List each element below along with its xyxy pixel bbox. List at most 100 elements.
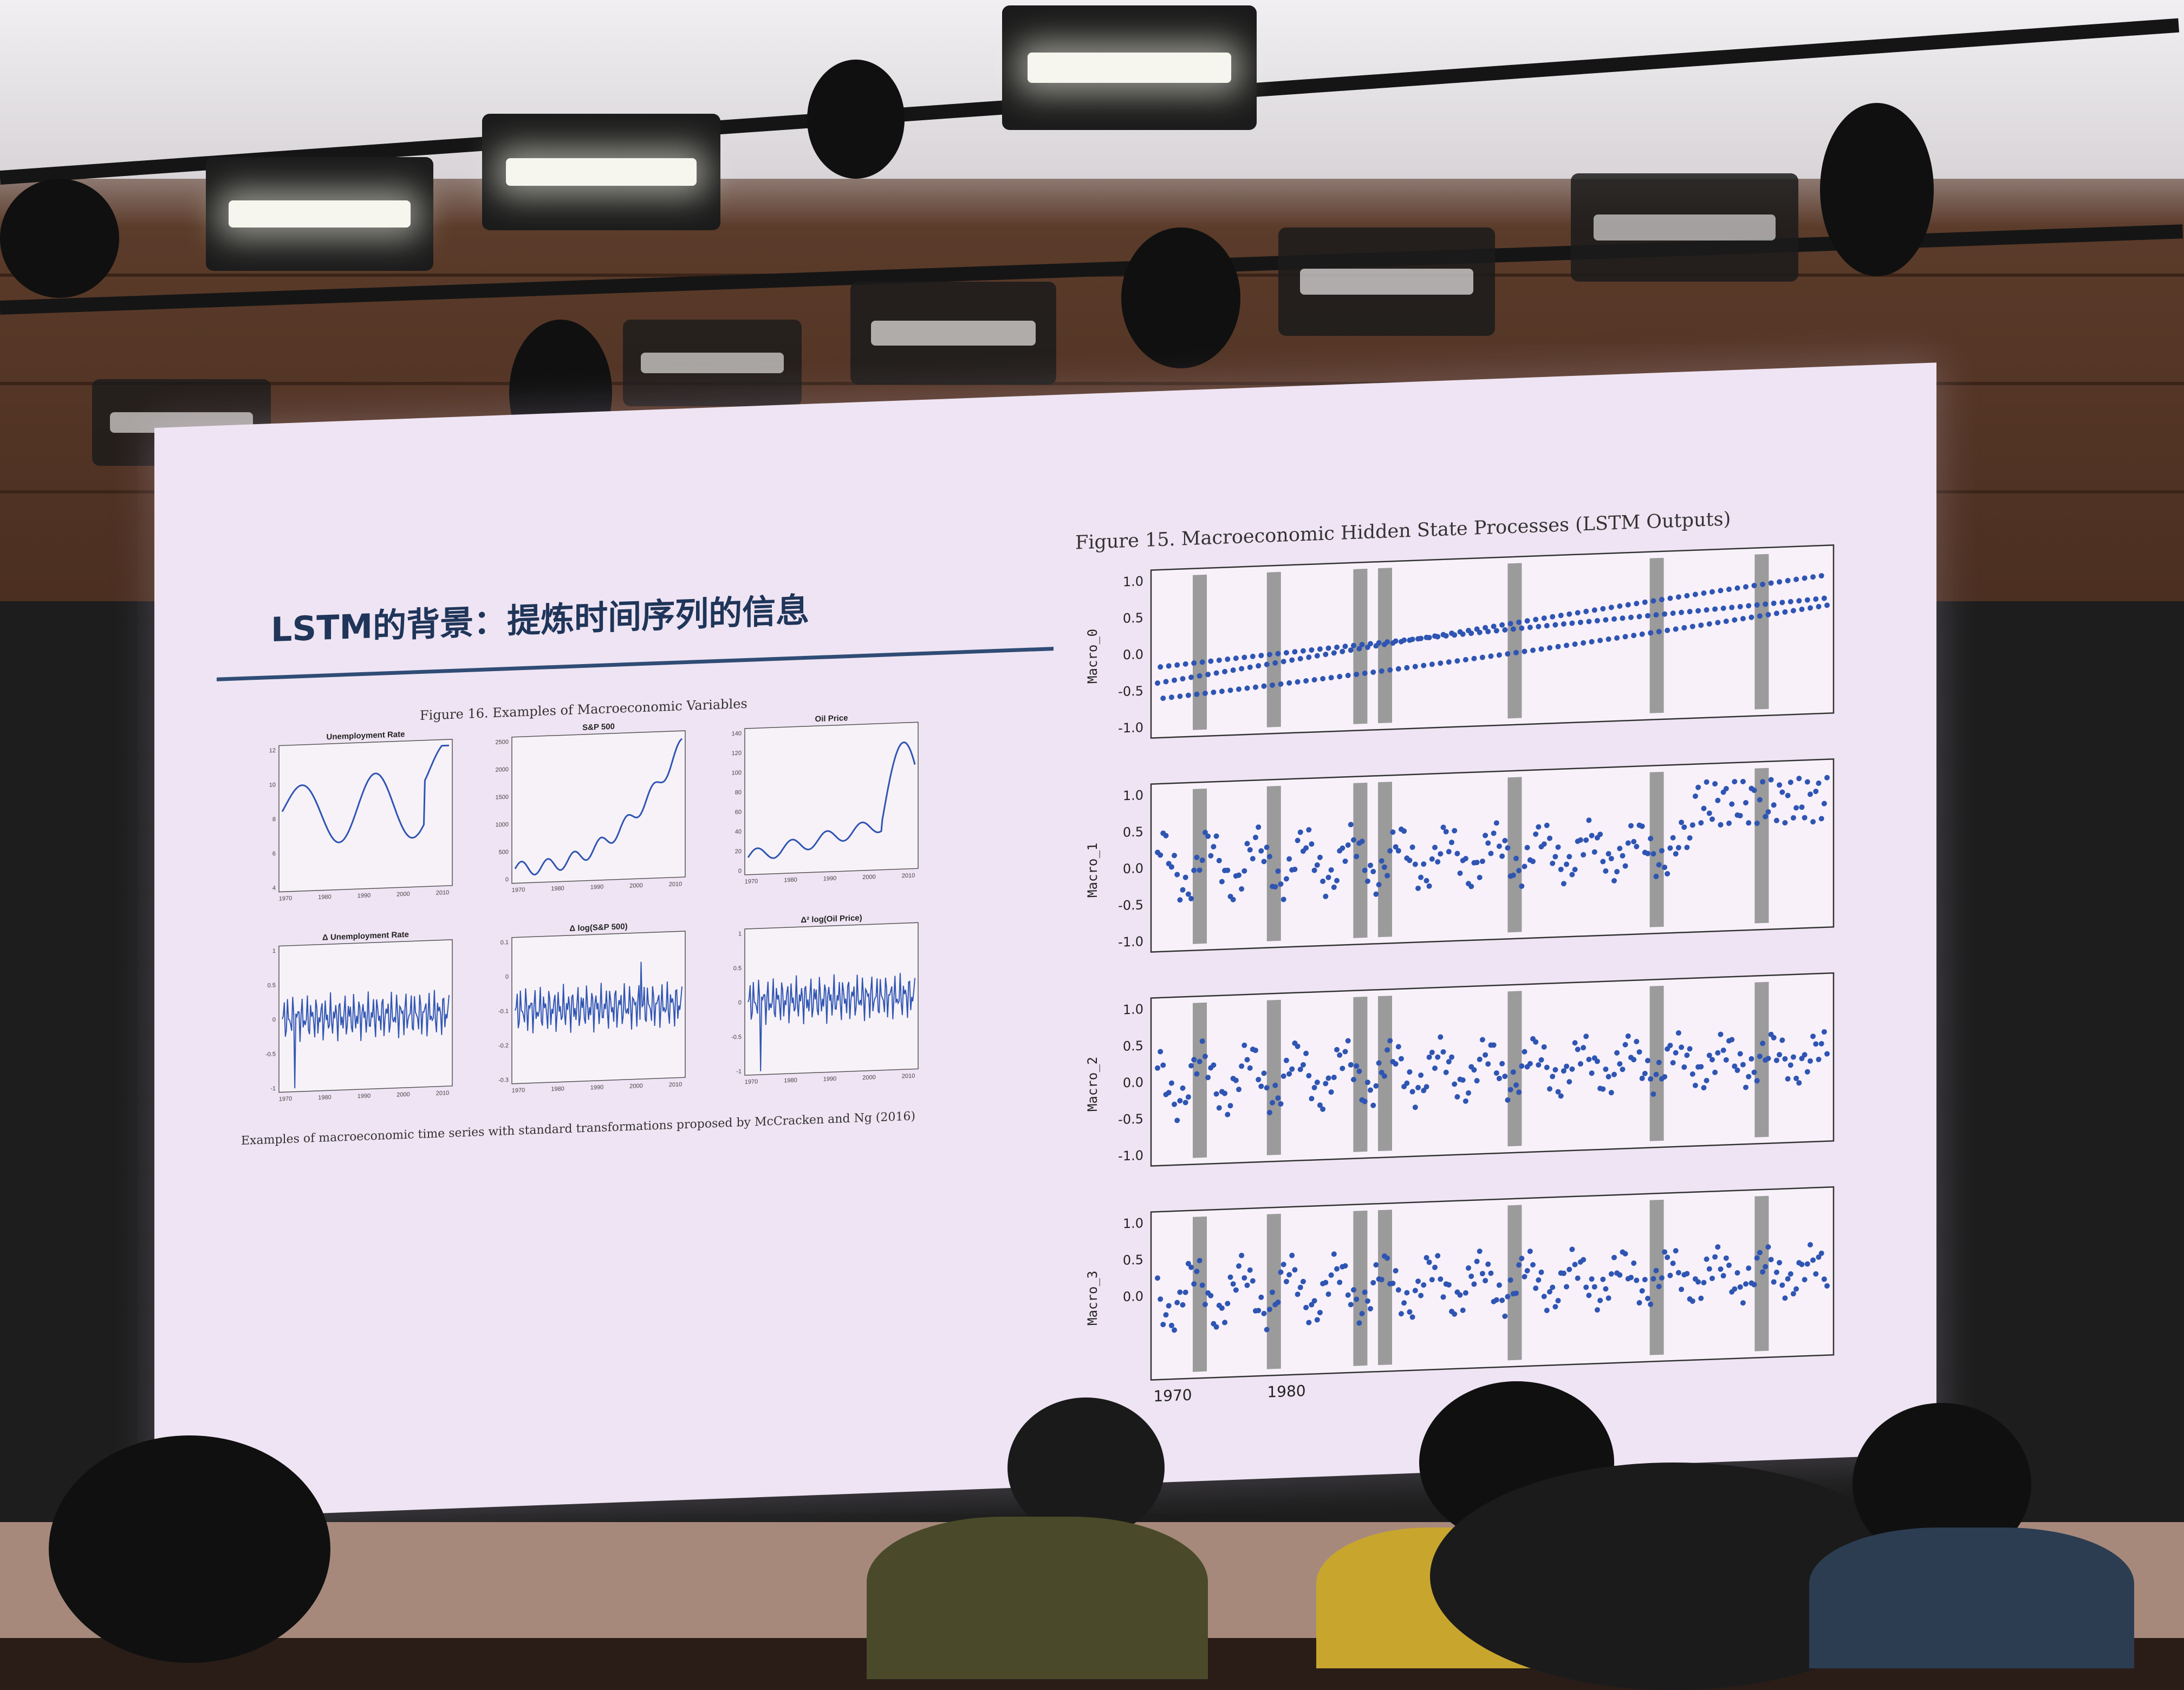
x-tick-label: 1990	[590, 884, 603, 891]
lstm-point	[1631, 1057, 1637, 1063]
lstm-point	[1763, 1264, 1769, 1270]
lstm-point	[1524, 1268, 1530, 1273]
lstm-point	[1541, 1294, 1547, 1299]
lstm-ytick: -1.0	[1118, 934, 1143, 950]
lstm-point	[1813, 1041, 1819, 1047]
lstm-point	[1796, 776, 1802, 782]
y-tick-label: 1	[272, 948, 276, 954]
lstm-ytick: 0.0	[1123, 861, 1143, 876]
lstm-point	[1172, 1327, 1177, 1333]
lstm-point	[1429, 1277, 1435, 1283]
lstm-point	[1597, 831, 1603, 837]
lstm-point	[1642, 599, 1648, 605]
recession-band	[1266, 999, 1281, 1155]
lstm-point	[1317, 1310, 1323, 1316]
lstm-point	[1222, 1090, 1228, 1096]
lstm-point	[1547, 645, 1552, 651]
lstm-point	[1283, 650, 1289, 656]
recession-band	[1353, 1210, 1368, 1366]
lstm-point	[1566, 854, 1572, 860]
lstm-point	[1552, 1067, 1558, 1072]
lstm-point	[1558, 613, 1564, 619]
y-tick-label: 0	[505, 974, 509, 980]
lstm-point	[1166, 1090, 1172, 1096]
lstm-point	[1334, 644, 1340, 650]
lstm-point	[1804, 597, 1810, 603]
lstm-point	[1653, 1268, 1659, 1273]
lstm-point	[1205, 833, 1211, 839]
lstm-point	[1670, 835, 1676, 841]
audience-head	[1007, 1398, 1165, 1538]
lstm-point	[1381, 1073, 1387, 1079]
title-rule	[217, 647, 1054, 681]
lstm-point	[1364, 1298, 1370, 1304]
lstm-point	[1325, 1075, 1331, 1081]
lstm-point	[1247, 1267, 1253, 1273]
lstm-point	[1581, 1045, 1587, 1051]
y-tick-label: 40	[735, 829, 742, 835]
lstm-point	[1317, 646, 1323, 652]
lstm-point	[1763, 601, 1769, 607]
lstm-point	[1816, 780, 1822, 786]
lstm-point	[1197, 867, 1202, 873]
y-tick-label: 0.5	[268, 982, 276, 989]
lstm-point	[1608, 1090, 1614, 1096]
lstm-point	[1673, 851, 1679, 857]
lstm-point	[1407, 1069, 1413, 1075]
lstm-point	[1673, 1050, 1679, 1056]
lstm-point	[1586, 619, 1592, 625]
lstm-point	[1474, 1258, 1480, 1264]
lstm-point	[1295, 679, 1301, 685]
lstm-point	[1393, 638, 1399, 644]
y-tick-label: 10	[269, 782, 276, 788]
lstm-point	[1550, 1284, 1556, 1290]
lstm-point	[1765, 1056, 1771, 1062]
lstm-point	[1390, 1280, 1396, 1286]
lstm-point	[1182, 874, 1188, 880]
lstm-point	[1799, 804, 1805, 810]
recession-band	[1378, 1210, 1392, 1366]
lstm-point	[1614, 1050, 1620, 1056]
lstm-point	[1718, 1266, 1724, 1272]
lstm-point	[1213, 670, 1219, 676]
lstm-point	[1225, 867, 1231, 873]
lstm-point	[1662, 611, 1668, 617]
lstm-panel: Macro_2 1.0 0.5 0.0 -0.5 -1.0	[1085, 972, 1835, 1167]
lstm-point	[1519, 1063, 1525, 1069]
lstm-point	[1242, 654, 1247, 660]
lstm-point	[1258, 1083, 1264, 1089]
y-tick-label: 0	[272, 1017, 276, 1023]
lstm-point	[1754, 1255, 1760, 1261]
lstm-point	[1297, 1284, 1303, 1290]
lstm-point	[1569, 620, 1575, 626]
lstm-point	[1757, 1250, 1763, 1256]
x-tick-label: 1990	[358, 1093, 370, 1100]
series-line	[514, 738, 683, 876]
lstm-point	[1191, 1281, 1197, 1287]
lstm-point	[1435, 634, 1441, 640]
lstm-point	[1507, 1277, 1513, 1283]
lstm-point	[1620, 1067, 1626, 1072]
lstm-point	[1376, 1060, 1382, 1066]
lstm-point	[1421, 861, 1427, 867]
lstm-point	[1364, 1080, 1370, 1086]
lstm-point	[1773, 1057, 1779, 1063]
lstm-point	[1600, 859, 1606, 864]
stage-light	[850, 282, 1056, 385]
lstm-point	[1816, 603, 1822, 609]
lstm-point	[1782, 820, 1788, 826]
lstm-point	[1303, 1050, 1309, 1056]
audience-head	[49, 1435, 330, 1663]
lstm-point	[1194, 1071, 1200, 1077]
lstm-point	[1642, 1070, 1648, 1076]
lstm-point	[1314, 1317, 1320, 1323]
lstm-panel: Macro_0 1.0 0.5 0.0 -0.5 -1.0	[1085, 544, 1835, 739]
lstm-point	[1328, 1089, 1334, 1095]
lstm-point	[1446, 1282, 1452, 1288]
y-tick-label: -0.5	[265, 1051, 276, 1058]
lstm-point	[1345, 1038, 1351, 1044]
lstm-point	[1720, 605, 1726, 611]
lstm-point	[1636, 1300, 1642, 1306]
lstm-point	[1530, 647, 1536, 653]
lstm-point	[1443, 633, 1449, 639]
